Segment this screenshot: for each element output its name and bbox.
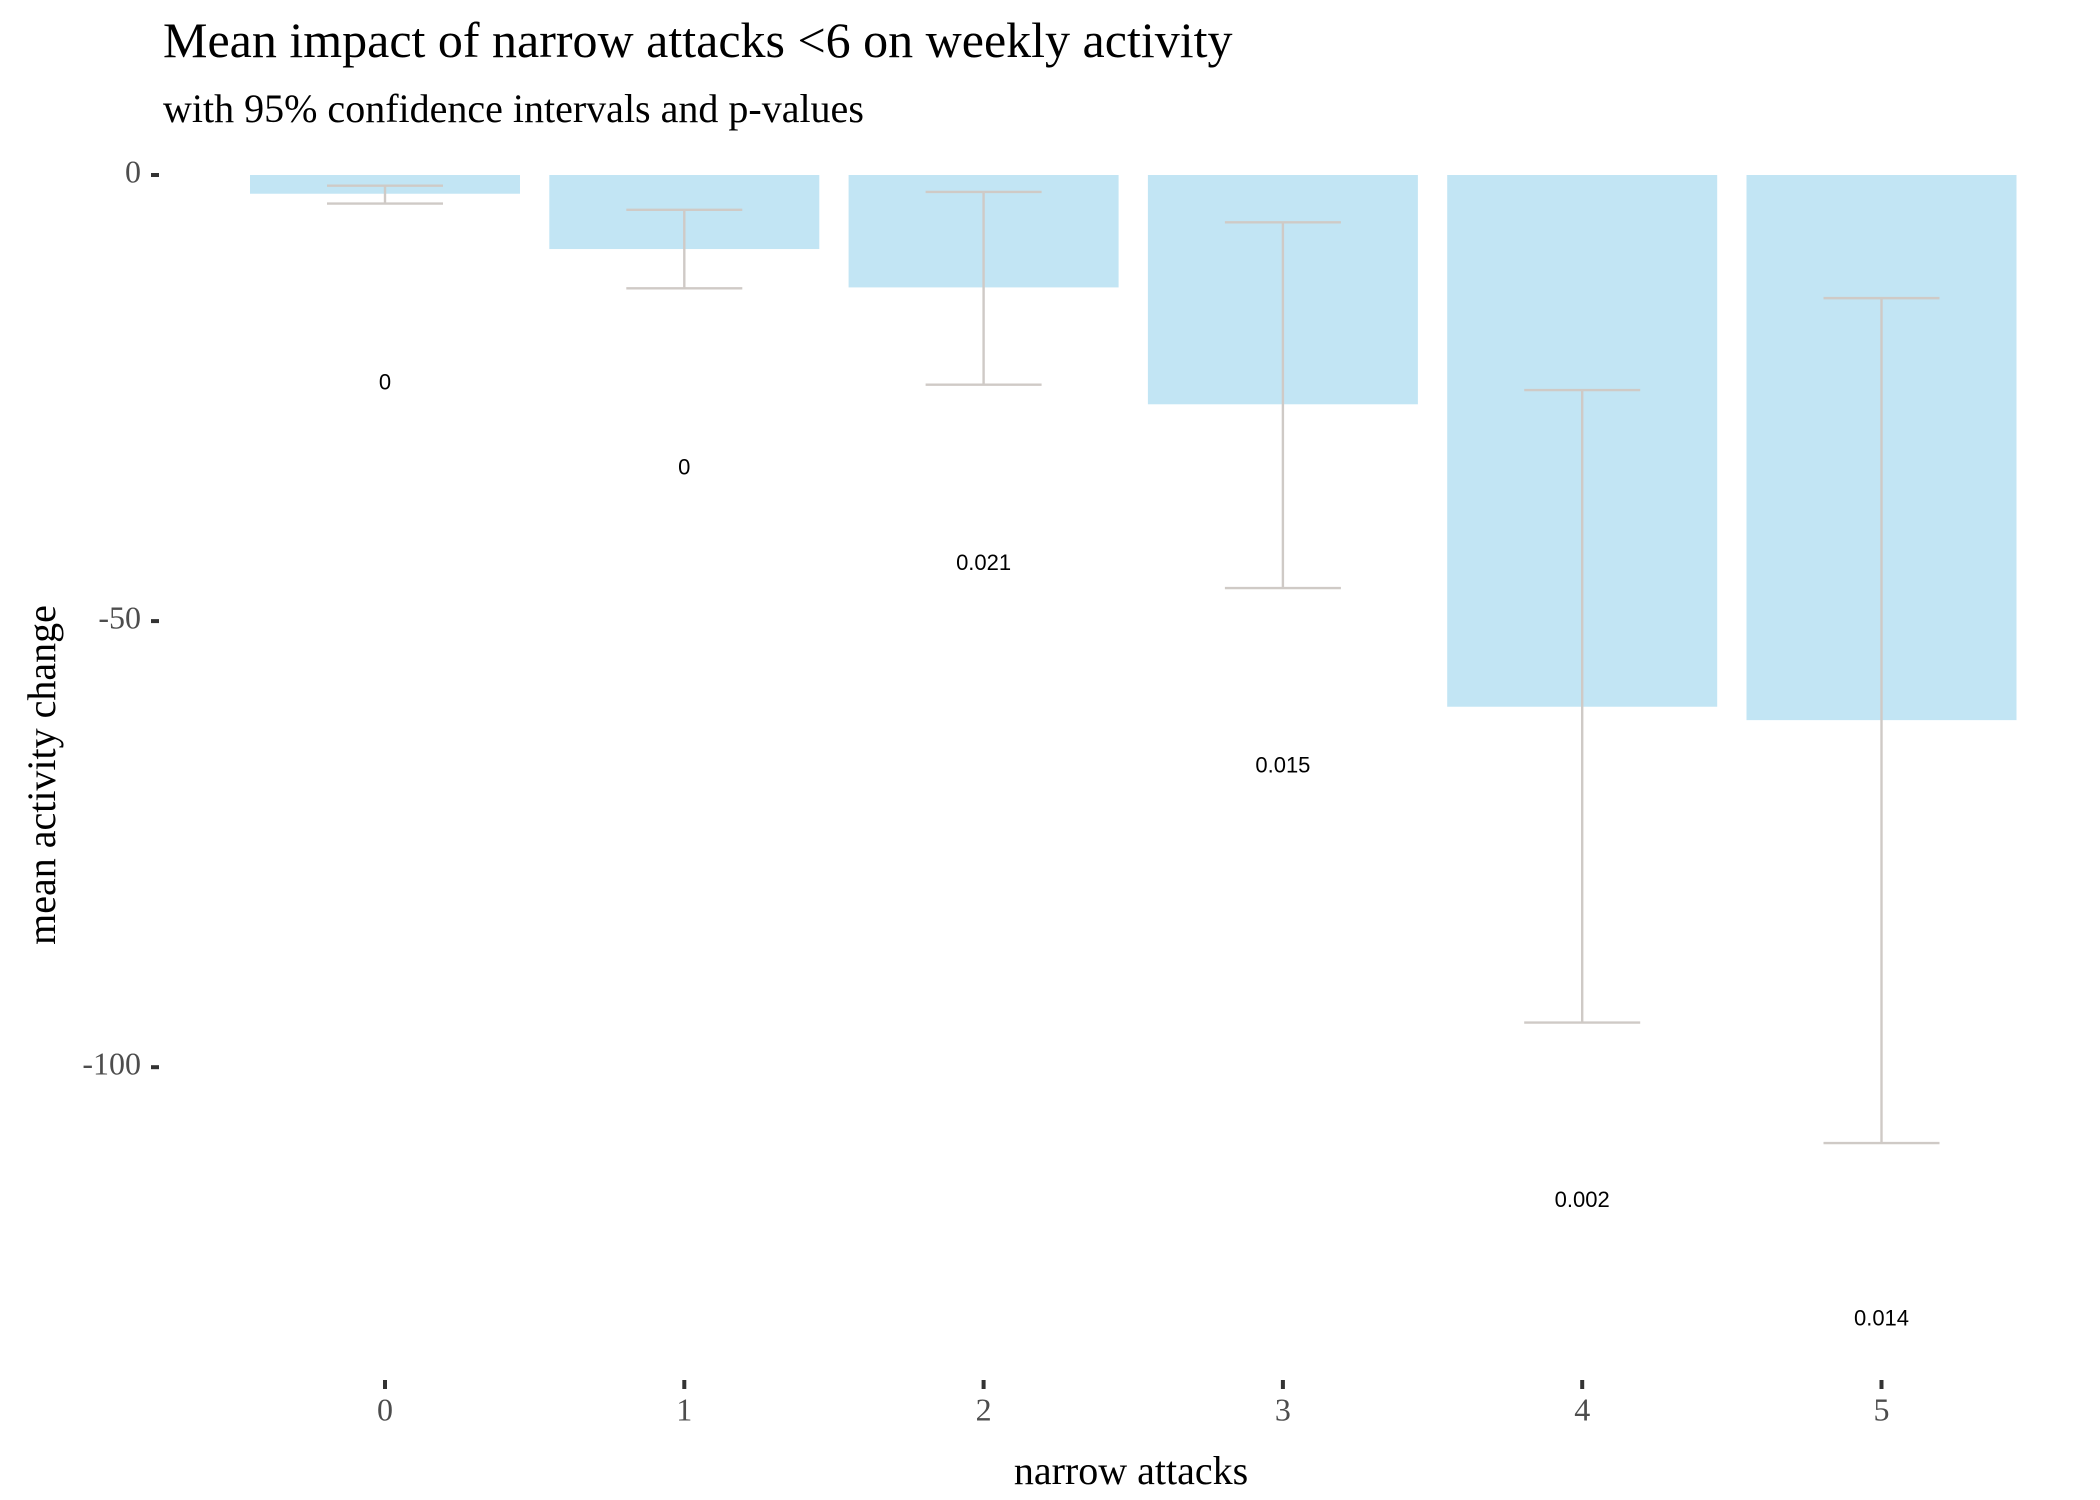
bar-0	[250, 175, 520, 194]
pvalue-layer: 0 0 0.021 0.015 0.002 0.014	[379, 370, 1909, 1331]
x-tick-label: 4	[1574, 1391, 1590, 1427]
errorbar-0	[327, 184, 443, 205]
y-axis-label: mean activity change	[19, 605, 64, 945]
x-tick-label: 5	[1874, 1391, 1890, 1427]
errorbar-1	[626, 208, 743, 290]
errorbar-5	[1823, 296, 1940, 1145]
x-tick-label: 0	[377, 1391, 393, 1427]
p-value-label-3: 0.015	[1255, 752, 1310, 777]
y-tick-label: -100	[82, 1046, 141, 1082]
p-value-label-5: 0.014	[1854, 1305, 1909, 1330]
x-tick-label: 2	[976, 1391, 992, 1427]
p-value-label-4: 0.002	[1555, 1187, 1610, 1212]
y-tick-label: -50	[98, 599, 141, 635]
errorbar-3	[1224, 221, 1341, 590]
p-value-label-1: 0	[678, 454, 690, 479]
chart-subtitle: with 95% confidence intervals and p-valu…	[163, 86, 864, 131]
x-tick-label: 1	[676, 1391, 692, 1427]
p-value-label-2: 0.021	[956, 550, 1011, 575]
errorbar-4	[1524, 388, 1641, 1024]
errorbars-layer	[327, 184, 1940, 1145]
x-axis-label: narrow attacks	[1014, 1448, 1248, 1493]
y-tick-label: 0	[125, 153, 141, 189]
bars-layer	[250, 175, 2017, 721]
y-axis: 0 -50 -100	[82, 153, 159, 1082]
chart-title: Mean impact of narrow attacks <6 on week…	[163, 12, 1233, 68]
x-axis: 0 1 2 3 4 5	[377, 1380, 1890, 1427]
errorbar-2	[925, 190, 1042, 386]
p-value-label-0: 0	[379, 370, 391, 395]
x-tick-label: 3	[1275, 1391, 1291, 1427]
